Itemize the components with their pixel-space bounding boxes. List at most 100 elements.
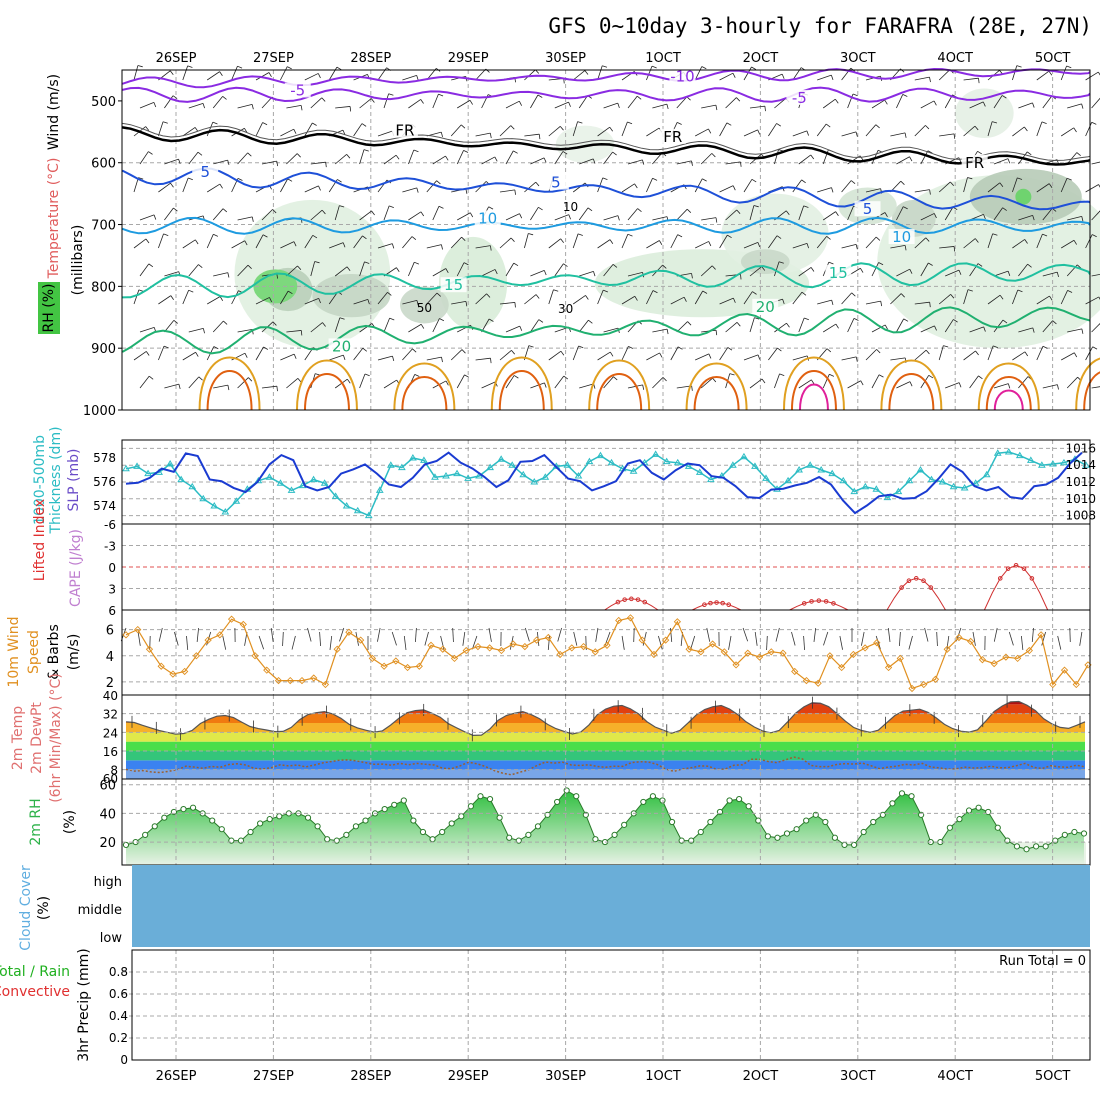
wind-barb-flag bbox=[666, 329, 669, 335]
cape-marker bbox=[921, 578, 926, 584]
wind-barb-flag bbox=[1076, 152, 1081, 157]
wind-barb-flag bbox=[928, 374, 934, 379]
wind-barb bbox=[1018, 327, 1033, 333]
wind-barb bbox=[164, 207, 174, 221]
wind-barb-flag bbox=[715, 330, 718, 336]
wind-barb-flag bbox=[438, 93, 444, 97]
wind-barb bbox=[822, 98, 836, 109]
wind-barb-flag bbox=[711, 265, 716, 270]
wind-barb-flag bbox=[387, 292, 392, 296]
temp-axis-label: 2m Temp bbox=[10, 706, 26, 770]
wind-barb-flag bbox=[727, 234, 732, 239]
isotherm-label: -5 bbox=[792, 89, 807, 107]
wind-barb-flag bbox=[851, 292, 856, 297]
wind-speed-marker bbox=[157, 662, 165, 670]
wind-barb-flag bbox=[992, 121, 998, 124]
wind-barb bbox=[426, 180, 437, 193]
wind-barb bbox=[304, 185, 319, 193]
wind-barb-flag bbox=[188, 177, 193, 181]
surface-wind-barb bbox=[462, 631, 466, 646]
wind-barb bbox=[597, 351, 611, 361]
wind-barb bbox=[499, 125, 512, 137]
wind-barb bbox=[1042, 384, 1058, 389]
wind-barb bbox=[1012, 177, 1018, 193]
wind-speed-marker bbox=[544, 633, 552, 642]
wind-barb bbox=[743, 242, 759, 249]
isotherm-label-bg bbox=[669, 68, 696, 84]
wind-barb bbox=[1018, 376, 1029, 389]
temperature-axis-label: Temperature (°C) bbox=[46, 158, 62, 280]
cape-marker bbox=[928, 585, 934, 590]
surface-wind-barb bbox=[222, 635, 227, 650]
wind-barb bbox=[353, 298, 368, 305]
cloud-cover-unit: (%) bbox=[36, 896, 52, 920]
wind-barb-flag bbox=[538, 319, 544, 323]
rh-marker bbox=[668, 818, 676, 826]
wind-barb bbox=[182, 127, 196, 137]
isotherm-label-bg bbox=[542, 174, 569, 190]
wind-barb bbox=[481, 156, 496, 165]
isotherm-label-bg bbox=[474, 210, 501, 226]
thickness-marker bbox=[651, 450, 660, 457]
wind-barb bbox=[749, 317, 755, 333]
wind-barb-flag bbox=[636, 95, 642, 100]
cape-marker bbox=[816, 598, 822, 603]
isotherm-label: -10 bbox=[670, 67, 695, 85]
stability-tick-label: -6 bbox=[104, 518, 116, 532]
rh-marker bbox=[697, 828, 704, 836]
rh-marker bbox=[477, 793, 484, 800]
thickness-marker bbox=[828, 469, 837, 477]
wind-barb bbox=[499, 350, 512, 361]
wind-barb-flag bbox=[999, 294, 1004, 300]
isotherm-label: 10 bbox=[892, 228, 911, 246]
isotherm-label-bg bbox=[328, 338, 355, 354]
wind-speed-marker bbox=[673, 618, 682, 626]
wind-barb-flag bbox=[806, 243, 809, 249]
surface-wind-barb bbox=[1041, 631, 1046, 646]
wind-barb bbox=[621, 183, 635, 193]
wind-speed-marker bbox=[192, 652, 201, 660]
wind-barb bbox=[164, 158, 179, 165]
wind-barb bbox=[963, 125, 976, 137]
wind-barb-flag bbox=[287, 290, 293, 295]
wind-barb bbox=[572, 70, 586, 81]
wind-barb-flag bbox=[880, 301, 883, 307]
wind-barb-flag bbox=[293, 353, 297, 359]
wind-barb bbox=[603, 376, 614, 389]
rh-marker bbox=[525, 831, 532, 839]
wind-barb bbox=[1012, 351, 1026, 361]
rh-contour-label: 30 bbox=[558, 302, 573, 316]
rh-marker bbox=[860, 828, 867, 836]
cape-line bbox=[604, 598, 659, 611]
wind-barb-flag bbox=[757, 129, 761, 135]
wind-barb-flag bbox=[711, 153, 716, 158]
wind-speed-marker bbox=[603, 641, 611, 649]
cape-marker bbox=[831, 601, 836, 606]
rh-marker bbox=[247, 828, 254, 836]
wind-barb bbox=[158, 295, 172, 305]
thickness-marker bbox=[662, 457, 671, 465]
thickness-marker bbox=[276, 479, 285, 486]
wind-barb bbox=[597, 177, 604, 193]
wind-barb-flag bbox=[222, 96, 227, 100]
wind-barb bbox=[792, 242, 808, 249]
rh-contour-label: 50 bbox=[417, 301, 432, 315]
wind-speed-marker bbox=[439, 645, 447, 653]
wind-speed-marker bbox=[861, 644, 869, 652]
wind-barb-flag bbox=[314, 261, 320, 264]
wind-speed-marker bbox=[333, 645, 341, 653]
wind-barb-flag bbox=[364, 261, 370, 264]
wind-barb-flag bbox=[1024, 351, 1029, 357]
wind-speed-marker bbox=[509, 640, 517, 648]
surface-wind-barb bbox=[403, 635, 407, 650]
wind-barb bbox=[499, 302, 515, 305]
thickness-marker bbox=[475, 472, 483, 479]
wind-tick-label: 2 bbox=[106, 676, 114, 691]
pressure-tick-label: 1000 bbox=[83, 404, 116, 419]
wind-barb bbox=[774, 98, 787, 109]
wind-speed-marker bbox=[779, 649, 787, 657]
isotherm-warm-dome bbox=[888, 373, 935, 411]
wind-barb bbox=[255, 346, 264, 361]
wind-barb-flag bbox=[683, 297, 687, 302]
